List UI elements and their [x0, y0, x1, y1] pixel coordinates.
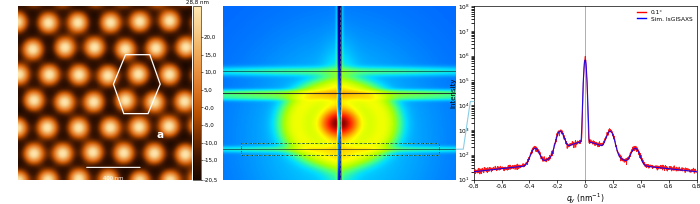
- Title: 28,8 nm: 28,8 nm: [186, 0, 209, 5]
- Y-axis label: Intensity: Intensity: [450, 78, 456, 108]
- X-axis label: $q_y$ (nm$^{-1}$): $q_y$ (nm$^{-1}$): [566, 192, 604, 204]
- Text: 400 nm: 400 nm: [103, 176, 124, 181]
- Legend: 0.1°, Sim. IsGISAXS: 0.1°, Sim. IsGISAXS: [635, 8, 695, 24]
- Bar: [241, 143, 439, 155]
- Text: a: a: [157, 130, 164, 140]
- Bar: [241, 143, 439, 155]
